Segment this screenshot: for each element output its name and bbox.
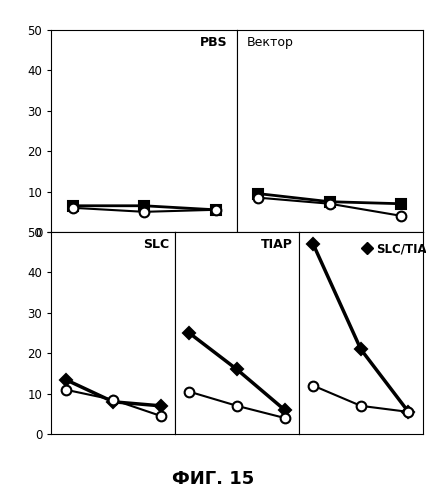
Text: SLC: SLC	[142, 238, 169, 251]
Text: SLC/TIAP: SLC/TIAP	[375, 242, 426, 255]
Text: TIAP: TIAP	[260, 238, 292, 251]
Text: PBS: PBS	[200, 36, 227, 49]
Text: ФИГ. 15: ФИГ. 15	[172, 470, 254, 488]
Text: Вектор: Вектор	[246, 36, 293, 49]
